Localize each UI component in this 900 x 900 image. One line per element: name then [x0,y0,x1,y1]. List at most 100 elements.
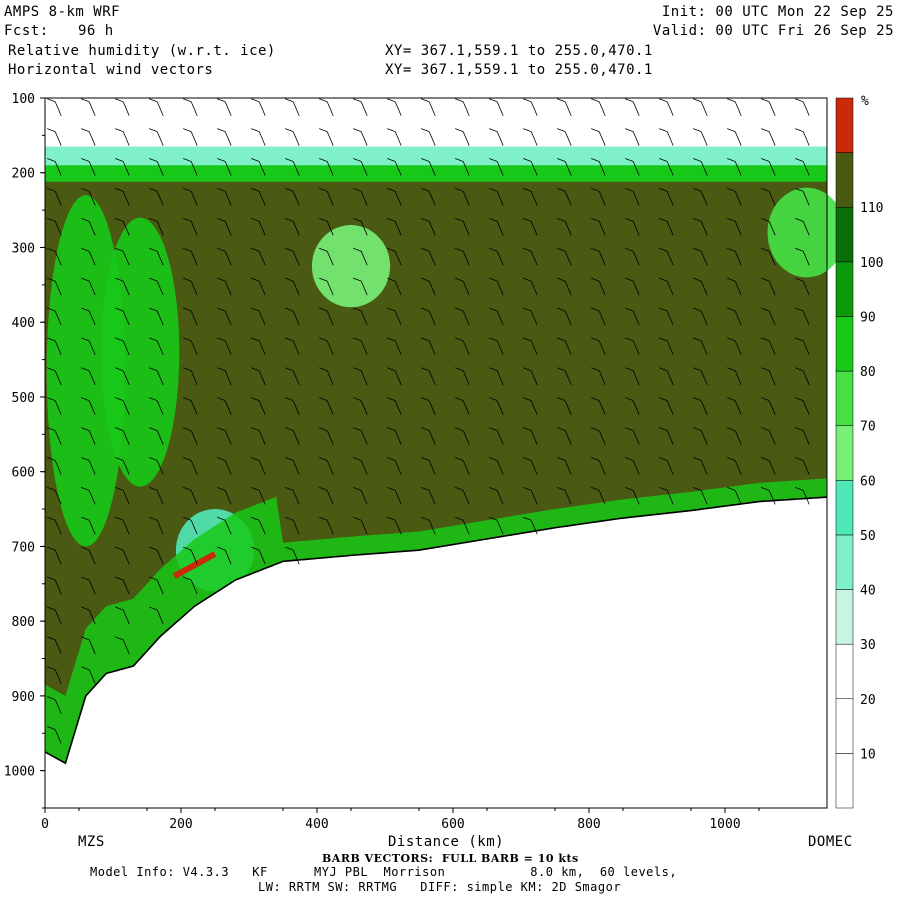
wind-barb-staff [224,101,232,116]
wind-barb-staff [258,131,266,146]
fcst-value: 96 h [78,23,114,39]
y-tick-label: 600 [12,466,35,481]
wind-barb-flag [727,128,736,133]
wind-barb-staff [666,430,674,445]
x-tick-label: 600 [441,817,464,832]
wind-barb-staff [462,251,470,266]
wind-barb-staff [428,400,436,415]
wind-barb-staff [530,340,538,356]
wind-barb-staff [326,520,334,535]
wind-barb-flag [455,367,464,372]
wind-barb-staff [122,579,130,595]
wind-barb-flag [761,427,770,431]
wind-barb-flag [455,307,464,312]
wind-barb-staff [462,520,470,535]
wind-barb-flag [81,606,90,611]
wind-barb-staff [632,460,640,475]
y-tick-label: 100 [12,92,35,107]
wind-barb-staff [292,131,300,146]
wind-barb-flag [81,397,90,402]
wind-barb-flag [693,247,702,252]
wind-barb-flag [557,277,566,282]
wind-barb-flag [115,217,124,222]
wind-barb-flag [353,158,362,162]
wind-barb-flag [387,158,396,162]
wind-barb-staff [156,370,164,385]
wind-barb-staff [360,340,368,356]
wind-barb-flag [47,486,56,491]
wind-barb-staff [666,460,674,475]
wind-barb-staff [88,550,96,565]
wind-barb-flag [217,188,226,192]
wind-barb-flag [183,546,192,551]
colorbar-swatch [835,753,854,809]
wind-barb-staff [734,370,742,385]
wind-barb-flag [115,247,124,252]
wind-barb-flag [761,367,770,372]
wind-barb-flag [523,158,532,162]
wind-barb-staff [326,221,334,236]
wind-barb-staff [564,191,572,206]
wind-barb-staff [360,131,368,146]
colorbar-level-label: 110 [860,201,883,216]
colorbar-level-label: 20 [860,693,876,708]
wind-barb-flag [421,486,430,491]
wind-barb-staff [122,191,130,206]
wind-barb-staff [768,490,776,505]
wind-barb-flag [47,666,56,671]
wind-barb-staff [734,131,742,146]
wind-barb-staff [462,161,470,176]
wind-barb-flag [353,457,362,461]
wind-barb-flag [217,427,226,431]
wind-barb-flag [625,247,634,252]
wind-barb-flag [421,457,430,461]
wind-barb-flag [47,726,56,730]
wind-barb-flag [557,128,566,133]
plot-frame [44,97,828,809]
wind-barb-flag [47,307,56,312]
wind-barb-staff [54,221,62,236]
wind-barb-staff [496,520,504,535]
wind-barb-staff [122,161,130,176]
wind-barb-flag [183,486,192,491]
colorbar-swatch [835,370,854,426]
wind-barb-flag [81,247,90,252]
wind-barb-staff [360,101,368,116]
wind-barb-flag [625,397,634,402]
wind-barb-flag [387,128,396,133]
wind-barb-staff [156,579,164,595]
y-tick-label: 800 [12,615,35,630]
wind-barb-staff [768,340,776,356]
wind-barb-staff [224,490,232,505]
wind-barb-staff [54,280,62,296]
wind-barb-flag [251,397,260,402]
wind-barb-staff [496,221,504,236]
wind-barb-flag [727,188,736,192]
wind-barb-flag [285,337,294,342]
wind-barb-flag [217,486,226,491]
wind-barb-flag [421,516,430,521]
wind-barb-flag [727,367,736,372]
wind-barb-flag [183,367,192,372]
wind-barb-staff [530,251,538,266]
colorbar-level-label: 40 [860,584,876,599]
wind-barb-flag [421,188,430,192]
wind-barb-staff [292,101,300,116]
wind-barb-flag [693,98,702,103]
wind-barb-staff [802,340,810,356]
wind-barb-staff [598,101,606,116]
rh-saturated-band [45,180,827,764]
wind-barb-staff [54,729,62,744]
wind-barb-staff [496,460,504,475]
wind-barb-flag [81,188,90,192]
wind-barb-flag [523,128,532,133]
wind-barb-flag [387,516,396,521]
model-info-2: LW: RRTM SW: RRTMG DIFF: simple KM: 2D S… [258,880,622,894]
wind-barb-staff [258,520,266,535]
wind-barb-staff [326,251,334,266]
wind-barb-staff [122,639,130,654]
wind-barb-flag [217,98,226,103]
wind-barb-flag [693,397,702,402]
wind-barb-flag [47,427,56,431]
wind-barb-staff [666,490,674,505]
